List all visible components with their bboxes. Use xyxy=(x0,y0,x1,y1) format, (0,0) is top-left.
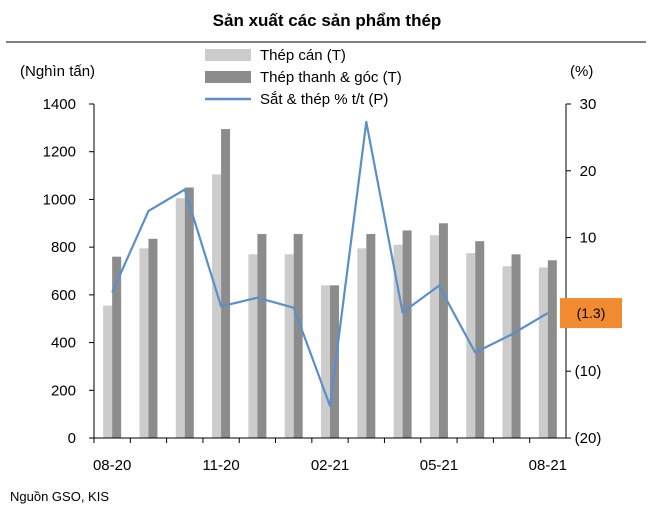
source-note: Nguồn GSO, KIS xyxy=(10,489,109,504)
right-tick-label-1: (10) xyxy=(575,363,602,380)
bar-thep-can-05-21 xyxy=(429,235,439,438)
x-tick-label-11-20: 11-20 xyxy=(202,457,239,474)
bar-thep-can-04-21 xyxy=(393,244,403,438)
bar-thep-thanh-goc-12-20 xyxy=(257,234,267,438)
legend-label-thep-can: Thép cán (T) xyxy=(260,47,346,64)
bar-thep-thanh-goc-05-21 xyxy=(438,223,448,438)
plot-area: 0200400600800100012001400(20)(10)0102030… xyxy=(43,96,622,474)
left-tick-label-200: 200 xyxy=(51,382,76,399)
left-tick-label-0: 0 xyxy=(68,430,76,447)
bar-thep-thanh-goc-01-21 xyxy=(293,234,303,438)
legend: Thép cán (T) Thép thanh & góc (T) Sắt & … xyxy=(205,47,402,108)
bar-thep-thanh-goc-11-20 xyxy=(221,129,231,439)
left-axis-unit: (Nghìn tấn) xyxy=(20,63,95,80)
bar-thep-can-09-20 xyxy=(139,248,149,438)
bar-thep-can-12-20 xyxy=(248,254,258,438)
bar-thep-can-02-21 xyxy=(321,285,330,438)
left-tick-label-600: 600 xyxy=(51,287,76,304)
bar-thep-thanh-goc-02-21 xyxy=(330,285,339,438)
last-value-callout xyxy=(560,298,622,329)
bar-thep-thanh-goc-07-21 xyxy=(511,254,521,438)
right-tick-label-3: 10 xyxy=(580,230,597,247)
bar-thep-can-11-20 xyxy=(212,174,222,438)
left-tick-label-1000: 1000 xyxy=(43,191,76,208)
legend-swatch-thep-can xyxy=(205,49,251,61)
chart-title: Sản xuất các sản phẩm thép xyxy=(213,11,442,30)
line-sat-thep xyxy=(111,120,549,407)
x-tick-label-08-21: 08-21 xyxy=(529,457,567,474)
bar-thep-thanh-goc-08-21 xyxy=(547,260,557,438)
bar-thep-can-07-21 xyxy=(502,266,512,438)
bar-thep-can-10-20 xyxy=(175,198,185,438)
left-tick-label-1200: 1200 xyxy=(43,144,76,161)
bar-thep-can-01-21 xyxy=(284,254,294,438)
bar-thep-thanh-goc-10-20 xyxy=(184,187,194,438)
x-tick-label-05-21: 05-21 xyxy=(420,457,458,474)
bar-thep-thanh-goc-04-21 xyxy=(402,230,412,438)
bar-thep-thanh-goc-08-20 xyxy=(112,256,122,438)
last-value-callout-label: (1.3) xyxy=(577,305,606,321)
bar-thep-thanh-goc-09-20 xyxy=(148,238,158,438)
right-tick-label-0: (20) xyxy=(575,430,602,447)
legend-label-thep-thanh-goc: Thép thanh & góc (T) xyxy=(260,69,402,86)
right-tick-label-5: 30 xyxy=(580,96,597,113)
bar-thep-thanh-goc-06-21 xyxy=(475,241,485,438)
left-tick-label-800: 800 xyxy=(51,239,76,256)
bar-thep-can-08-20 xyxy=(103,305,113,438)
right-axis-unit: (%) xyxy=(570,63,593,80)
bar-thep-can-08-21 xyxy=(538,267,548,438)
x-tick-label-02-21: 02-21 xyxy=(311,457,349,474)
x-tick-label-08-20: 08-20 xyxy=(93,457,131,474)
left-tick-label-1400: 1400 xyxy=(43,96,76,113)
legend-swatch-thep-thanh-goc xyxy=(205,71,251,83)
right-tick-label-4: 20 xyxy=(580,163,597,180)
bar-thep-can-03-21 xyxy=(357,248,367,438)
legend-label-sat-thep: Sắt & thép % t/t (P) xyxy=(260,91,388,108)
bar-thep-thanh-goc-03-21 xyxy=(366,234,376,438)
left-tick-label-400: 400 xyxy=(51,335,76,352)
